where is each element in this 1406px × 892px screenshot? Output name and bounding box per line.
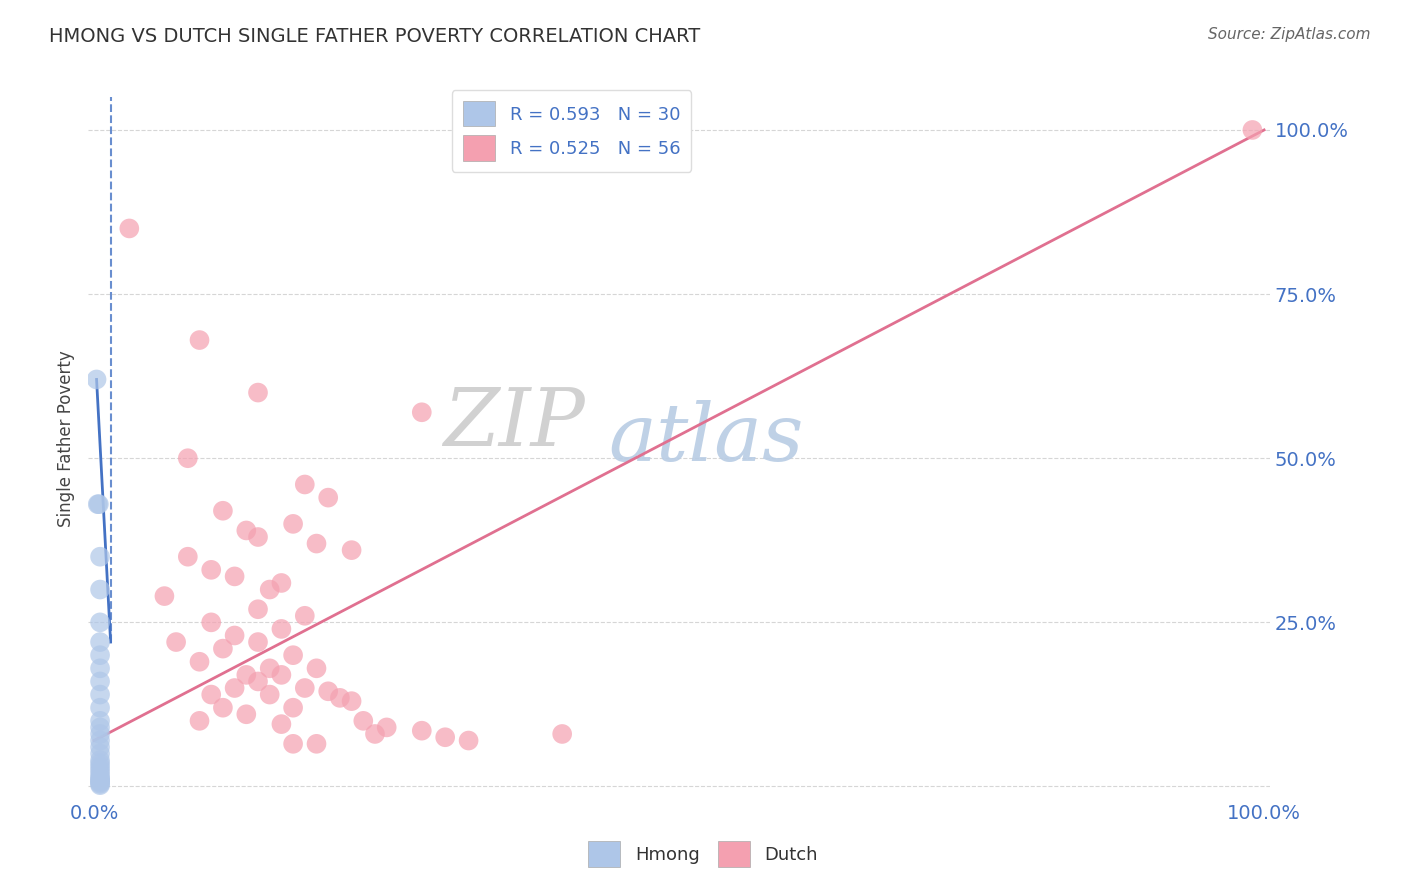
Point xyxy=(224,681,246,695)
Point xyxy=(247,385,270,400)
Point xyxy=(247,674,270,689)
Point xyxy=(89,772,111,786)
Point xyxy=(1241,123,1264,137)
Point xyxy=(340,543,363,558)
Text: atlas: atlas xyxy=(609,400,804,477)
Point xyxy=(89,661,111,675)
Point xyxy=(89,700,111,714)
Point xyxy=(305,661,328,675)
Point xyxy=(259,661,281,675)
Point xyxy=(212,700,235,714)
Legend: R = 0.593   N = 30, R = 0.525   N = 56: R = 0.593 N = 30, R = 0.525 N = 56 xyxy=(451,90,692,172)
Point xyxy=(200,615,222,630)
Point xyxy=(89,766,111,780)
Point xyxy=(294,608,316,623)
Point xyxy=(235,707,257,722)
Point xyxy=(89,582,111,597)
Point xyxy=(247,602,270,616)
Point xyxy=(89,763,111,777)
Point xyxy=(87,497,110,511)
Point xyxy=(89,549,111,564)
Point xyxy=(89,727,111,741)
Point xyxy=(247,635,270,649)
Point xyxy=(89,770,111,784)
Point xyxy=(305,536,328,550)
Text: Source: ZipAtlas.com: Source: ZipAtlas.com xyxy=(1208,27,1371,42)
Point xyxy=(200,688,222,702)
Point xyxy=(89,774,111,789)
Point xyxy=(411,405,433,419)
Point xyxy=(340,694,363,708)
Point xyxy=(352,714,374,728)
Point xyxy=(281,648,304,663)
Point xyxy=(89,772,111,787)
Point xyxy=(457,733,479,747)
Point xyxy=(316,684,339,698)
Point xyxy=(235,524,257,538)
Point xyxy=(270,622,292,636)
Text: HMONG VS DUTCH SINGLE FATHER POVERTY CORRELATION CHART: HMONG VS DUTCH SINGLE FATHER POVERTY COR… xyxy=(49,27,700,45)
Point xyxy=(316,491,339,505)
Point xyxy=(270,717,292,731)
Point xyxy=(212,504,235,518)
Text: ZIP: ZIP xyxy=(443,385,585,463)
Point xyxy=(188,714,211,728)
Point xyxy=(89,635,111,649)
Point xyxy=(89,674,111,689)
Point xyxy=(89,775,111,789)
Point xyxy=(89,714,111,728)
Point xyxy=(89,756,111,771)
Point xyxy=(259,688,281,702)
Point xyxy=(153,589,176,603)
Point xyxy=(89,740,111,755)
Point xyxy=(89,688,111,702)
Point xyxy=(89,720,111,734)
Point xyxy=(294,477,316,491)
Point xyxy=(200,563,222,577)
Point xyxy=(118,221,141,235)
Point xyxy=(177,451,200,466)
Point xyxy=(177,549,200,564)
Point xyxy=(364,727,387,741)
Legend: Hmong, Dutch: Hmong, Dutch xyxy=(581,834,825,874)
Point xyxy=(89,778,111,792)
Y-axis label: Single Father Poverty: Single Father Poverty xyxy=(58,351,75,527)
Point xyxy=(294,681,316,695)
Point xyxy=(281,700,304,714)
Point xyxy=(89,760,111,774)
Point xyxy=(89,648,111,663)
Point xyxy=(188,333,211,347)
Point xyxy=(87,497,110,511)
Point xyxy=(259,582,281,597)
Point xyxy=(212,641,235,656)
Point xyxy=(224,628,246,642)
Point xyxy=(165,635,187,649)
Point xyxy=(89,777,111,791)
Point xyxy=(247,530,270,544)
Point xyxy=(329,690,352,705)
Point xyxy=(89,615,111,630)
Point xyxy=(86,372,108,386)
Point xyxy=(434,731,457,745)
Point xyxy=(224,569,246,583)
Point xyxy=(281,737,304,751)
Point xyxy=(411,723,433,738)
Point xyxy=(188,655,211,669)
Point xyxy=(305,737,328,751)
Point xyxy=(270,668,292,682)
Point xyxy=(235,668,257,682)
Point xyxy=(375,720,398,734)
Point xyxy=(89,753,111,767)
Point xyxy=(270,576,292,591)
Point xyxy=(281,516,304,531)
Point xyxy=(551,727,574,741)
Point xyxy=(89,747,111,761)
Point xyxy=(89,733,111,747)
